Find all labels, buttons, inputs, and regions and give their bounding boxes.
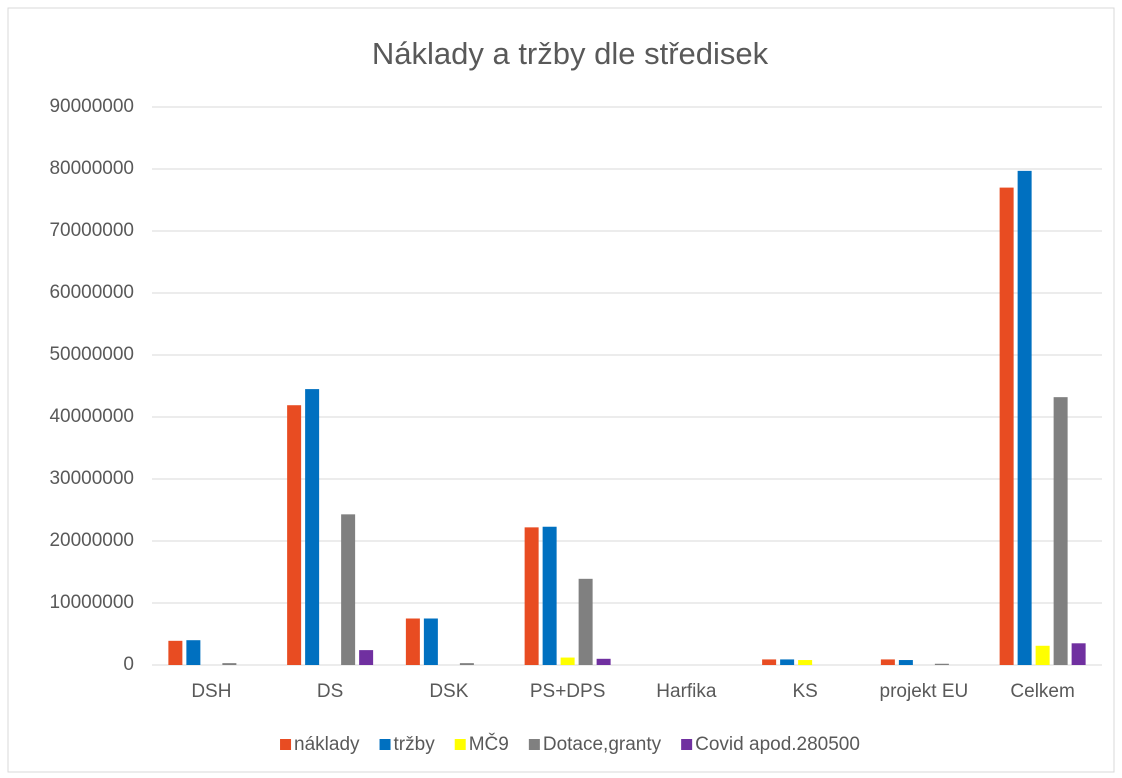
bar [578, 578, 593, 665]
bar [1071, 643, 1086, 665]
bar [222, 663, 237, 665]
bar [542, 526, 557, 665]
y-tick-label: 50000000 [49, 344, 134, 365]
x-tick-label: Harfika [656, 681, 717, 702]
bar [596, 658, 611, 665]
bar [780, 659, 795, 665]
legend-swatch [379, 739, 391, 750]
x-tick-label: PS+DPS [530, 681, 606, 702]
y-tick-label: 30000000 [49, 468, 134, 489]
bar [898, 660, 913, 665]
x-tick-label: DSK [429, 681, 468, 702]
bar [405, 618, 420, 665]
y-tick-label: 40000000 [49, 406, 134, 427]
x-tick-label: KS [792, 681, 817, 702]
x-tick-label: projekt EU [880, 681, 969, 702]
bar [880, 659, 895, 665]
y-tick-label: 0 [123, 654, 134, 675]
bar [459, 663, 474, 665]
y-tick-label: 10000000 [49, 592, 134, 613]
x-tick-label: Celkem [1010, 681, 1074, 702]
legend-swatch [280, 739, 292, 750]
bar [1017, 170, 1032, 666]
legend-label: Covid apod.280500 [695, 734, 860, 755]
bar [359, 650, 374, 665]
bar [186, 640, 201, 665]
bar [287, 405, 302, 665]
chart-title: Náklady a tržby dle středisek [372, 36, 769, 71]
bar [934, 663, 949, 665]
legend-swatch [528, 739, 540, 750]
legend-swatch [681, 739, 693, 750]
bar [1035, 645, 1050, 665]
y-tick-label: 90000000 [49, 96, 134, 117]
y-tick-label: 70000000 [49, 220, 134, 241]
y-tick-label: 60000000 [49, 282, 134, 303]
bar [560, 657, 575, 665]
legend-label: náklady [294, 734, 360, 755]
legend-label: Dotace,granty [543, 734, 662, 755]
bar [524, 527, 539, 665]
y-tick-label: 20000000 [49, 530, 134, 551]
bar [341, 514, 356, 665]
bar [423, 618, 438, 665]
legend-label: MČ9 [469, 733, 509, 755]
bar [798, 660, 813, 665]
y-tick-label: 80000000 [49, 158, 134, 179]
bar [762, 659, 777, 665]
x-tick-label: DSH [191, 681, 231, 702]
x-tick-label: DS [317, 681, 343, 702]
bar [999, 187, 1014, 665]
bar [305, 389, 320, 665]
legend-swatch [454, 739, 466, 750]
bar [1053, 397, 1068, 665]
bar [168, 640, 183, 665]
legend-label: tržby [394, 734, 436, 755]
